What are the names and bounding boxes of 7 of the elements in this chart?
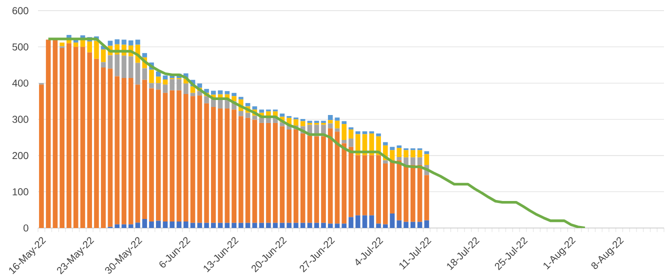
y-tick-label: 100 (12, 188, 28, 196)
y-tick-label: 500 (12, 43, 28, 50)
y-tick-label: 300 (12, 116, 28, 123)
y-tick-label: 400 (12, 80, 28, 87)
y-tick-label: 600 (12, 7, 28, 14)
y-tick-label: 200 (12, 152, 28, 160)
y-tick-label: 0 (24, 224, 28, 232)
